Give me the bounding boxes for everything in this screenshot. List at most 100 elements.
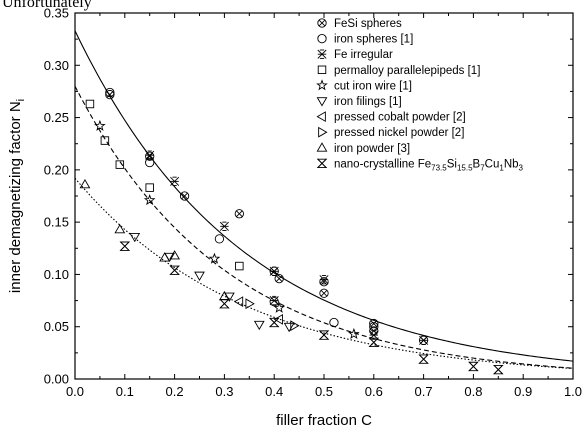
data-point-asterisk: [145, 150, 155, 160]
data-point-circle: [329, 317, 339, 328]
data-point-star: [94, 119, 106, 131]
y-tick-label: 0.30: [44, 58, 69, 73]
data-markers: [79, 87, 504, 375]
legend-entry-label: permalloy parallelepipeds [1]: [334, 65, 480, 77]
y-axis-title: inner demagnetizing factor Ni: [7, 99, 27, 293]
x-tick-label: 0.6: [365, 384, 383, 399]
x-tick-label: 0.0: [66, 384, 84, 399]
data-point-circle: [105, 87, 115, 98]
data-point-bowtie: [468, 361, 479, 372]
x-axis-title: filler fraction C: [276, 412, 372, 429]
y-tick-label: 0.10: [44, 267, 69, 282]
data-point-triangle-up: [169, 250, 181, 260]
data-point-bowtie: [493, 364, 504, 375]
legend-entry-label: pressed cobalt powder [2]: [334, 112, 466, 124]
data-point-asterisk: [219, 221, 229, 231]
legend-entry-label: Fe irregular: [334, 49, 393, 61]
data-point-bowtie: [219, 298, 230, 309]
data-point-bowtie: [119, 241, 131, 251]
x-tick-label: 0.1: [116, 384, 134, 399]
data-point-triangle-up: [114, 223, 126, 234]
data-point-circle-x: [274, 273, 284, 284]
data-point-circle: [269, 296, 279, 307]
legend: FeSi spheres iron spheres [1] Fe irregular…: [316, 18, 524, 172]
fit-curves: [75, 30, 573, 370]
data-point-star: [273, 301, 286, 313]
data-point-square: [145, 183, 154, 192]
data-point-triangle-left: [233, 296, 244, 308]
legend-marker-star: [316, 79, 328, 91]
data-point-square: [85, 99, 95, 109]
data-point-asterisk: [319, 275, 329, 285]
data-point-star: [143, 194, 156, 206]
legend-marker-triangle-up: [316, 142, 328, 152]
legend-entry-label: iron filings [1]: [334, 96, 402, 108]
data-point-circle: [214, 234, 225, 244]
x-tick-label: 0.4: [265, 384, 283, 399]
x-tick-label: 0.3: [215, 384, 233, 399]
legend-entry-label: pressed nickel powder [2]: [334, 127, 464, 139]
data-point-square: [100, 136, 110, 145]
data-point-circle-x: [234, 209, 244, 219]
data-point-star: [348, 327, 360, 339]
legend-marker-triangle-left: [316, 111, 326, 123]
data-point-asterisk: [269, 295, 279, 306]
data-point-bowtie: [418, 354, 429, 364]
legend-label-part: B: [473, 158, 481, 170]
legend-marker-circle-x: [317, 18, 327, 28]
y-tick-labels: 0.00 0.05 0.10 0.15 0.20 0.25 0.30 0.35: [44, 6, 69, 387]
legend-label-part: nano-crystalline Fe: [334, 158, 431, 170]
legend-marker-square: [317, 65, 327, 75]
y-tick-label: 0.15: [44, 215, 69, 230]
fit-curve-dotted: [75, 177, 573, 370]
y-axis-title-subscript: i: [15, 99, 27, 101]
legend-label-part: 1: [499, 163, 504, 172]
legend-marker-triangle-down: [316, 97, 328, 107]
y-tick-label: 0.00: [44, 372, 69, 387]
data-point-triangle-left: [273, 313, 283, 325]
legend-label-part: Si: [447, 158, 457, 170]
x-tick-label: 1.0: [564, 384, 582, 399]
x-tick-label: 0.2: [166, 384, 184, 399]
data-point-bowtie: [268, 317, 280, 328]
data-point-triangle-up: [79, 178, 91, 189]
data-point-circle-x: [105, 89, 115, 100]
data-point-triangle-up: [159, 252, 171, 262]
data-point-triangle-right: [245, 298, 255, 310]
fit-curve-dashed: [75, 85, 573, 369]
axis-ticks: [74, 12, 574, 380]
data-point-circle-x: [319, 288, 329, 298]
legend-marker-bowtie: [316, 158, 328, 169]
data-point-triangle-down: [253, 320, 265, 331]
x-tick-label: 0.9: [514, 384, 532, 399]
data-point-bowtie: [368, 337, 380, 348]
data-point-square: [235, 261, 244, 271]
data-point-asterisk: [269, 266, 279, 276]
data-point-circle-x: [319, 277, 329, 287]
data-point-circle: [145, 157, 155, 168]
x-tick-label: 0.7: [415, 384, 433, 399]
y-tick-label: 0.05: [44, 319, 69, 334]
x-tick-labels: 0.0 0.1 0.2 0.3 0.4 0.5 0.6 0.7 0.8 0.9 1.0: [66, 384, 582, 399]
legend-entry-label: iron spheres [1]: [334, 34, 413, 46]
data-point-triangle-down: [129, 232, 141, 243]
y-tick-label: 0.25: [44, 110, 69, 125]
legend-entry-label: cut iron wire [1]: [334, 80, 412, 92]
data-point-triangle-down: [194, 271, 205, 281]
fit-curve-solid: [75, 30, 573, 362]
y-tick-label: 0.20: [44, 162, 69, 177]
data-point-circle-x: [369, 318, 379, 329]
data-point-bowtie: [169, 265, 180, 275]
data-point-square: [115, 160, 125, 169]
y-tick-label: 0.35: [44, 6, 69, 21]
data-point-triangle-down: [283, 322, 295, 333]
y-axis-title-main: inner demagnetizing factor N: [7, 101, 24, 293]
legend-marker-asterisk: [317, 49, 327, 59]
data-point-triangle-right: [290, 320, 300, 332]
legend-entry-label: nano-crystalline Fe73.5Si15.5B7Cu1Nb3: [334, 158, 524, 172]
x-tick-label: 0.8: [464, 384, 482, 399]
legend-label-part: Nb: [504, 158, 519, 170]
data-point-star: [208, 252, 221, 264]
data-point-circle-x: [179, 191, 190, 201]
x-tick-label: 0.5: [315, 384, 333, 399]
